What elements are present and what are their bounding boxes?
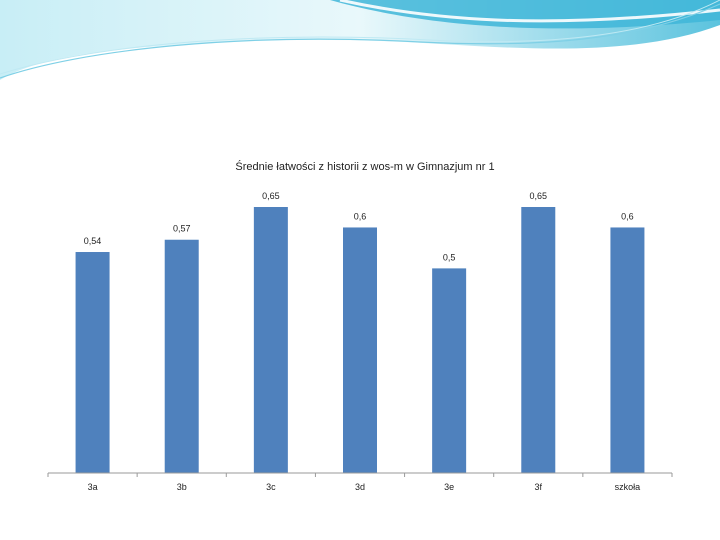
data-label-3c: 0,65: [262, 191, 280, 201]
bar-3b: [164, 239, 199, 473]
bar-szkoła: [610, 227, 645, 473]
header-wave-decoration: [0, 0, 720, 80]
chart-title: Średnie łatwości z historii z wos-m w Gi…: [235, 160, 494, 173]
data-label-3d: 0,6: [354, 211, 367, 221]
bar-3f: [521, 207, 556, 473]
x-tick-label-3f: 3f: [535, 482, 543, 492]
bar-3c: [253, 207, 288, 473]
x-tick-label-3d: 3d: [355, 482, 365, 492]
wave-accent: [330, 0, 720, 29]
data-label-3f: 0,65: [530, 191, 548, 201]
x-tick-label-szkoła: szkoła: [615, 482, 641, 492]
wave-line-2: [0, 0, 720, 75]
bar-3d: [343, 227, 377, 473]
data-labels-group: 0,54 0,57 0,65 0,6 0,5 0,65 0,6: [84, 191, 634, 262]
data-label-3a: 0,54: [84, 236, 102, 246]
x-tick-label-3b: 3b: [177, 482, 187, 492]
bar-3e: [432, 268, 467, 473]
wave-line-1: [0, 3, 720, 79]
x-tick-label-3e: 3e: [444, 482, 454, 492]
bar-3a: [75, 252, 110, 473]
x-tick-label-3a: 3a: [88, 482, 98, 492]
x-tick-label-3c: 3c: [266, 482, 276, 492]
bars-group: [75, 207, 645, 473]
wave-highlight: [339, 0, 720, 23]
data-label-szkoła: 0,6: [621, 211, 634, 221]
data-label-3b: 0,57: [173, 224, 191, 234]
x-axis: 3a 3b 3c 3d 3e 3f szkoła: [47, 472, 673, 492]
data-label-3e: 0,5: [443, 252, 456, 262]
